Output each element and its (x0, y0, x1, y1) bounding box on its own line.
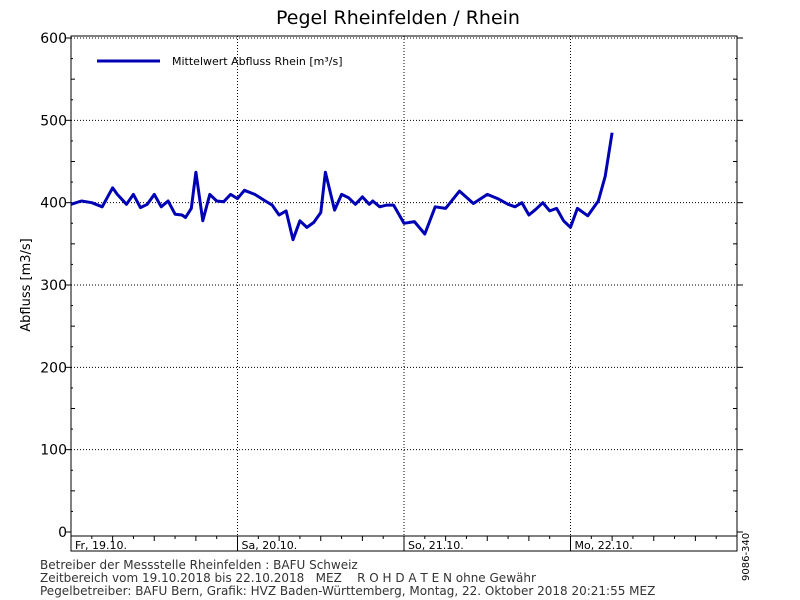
x-tick-label: So, 21.10. (408, 539, 464, 552)
gridlines (71, 36, 737, 536)
y-tick-label: 600 (40, 31, 67, 47)
y-tick-label: 0 (58, 525, 67, 541)
series-line-abfluss (70, 132, 614, 242)
series-layer (70, 132, 614, 242)
y-tick-label: 200 (40, 360, 67, 376)
x-tick-label: Fr, 19.10. (75, 539, 127, 552)
y-tick-label: 100 (40, 443, 67, 459)
plot-area (70, 35, 738, 552)
x-tick-label: Sa, 20.10. (242, 539, 298, 552)
y-axis: 0 100 200 300 400 500 600 (40, 31, 743, 541)
legend-label: Mittelwert Abfluss Rhein [m³/s] (172, 55, 343, 68)
footer-range: Zeitbereich vom 19.10.2018 bis 22.10.201… (40, 571, 536, 585)
footer-operator: Betreiber der Messstelle Rheinfelden : B… (40, 558, 358, 572)
chart-title: Pegel Rheinfelden / Rhein (276, 7, 520, 29)
y-tick-label: 400 (40, 196, 67, 212)
legend: Mittelwert Abfluss Rhein [m³/s] (97, 55, 343, 68)
document-id: 9086-340 (741, 532, 752, 581)
y-axis-label: Abfluss [m3/s] (19, 238, 34, 331)
x-tick-label: Mo, 22.10. (575, 539, 633, 552)
y-tick-label: 300 (40, 278, 67, 294)
y-tick-label: 500 (40, 113, 67, 129)
x-axis: Fr, 19.10. Sa, 20.10. So, 21.10. Mo, 22.10. (71, 535, 737, 552)
footer-credits: Pegelbetreiber: BAFU Bern, Grafik: HVZ B… (40, 584, 656, 598)
